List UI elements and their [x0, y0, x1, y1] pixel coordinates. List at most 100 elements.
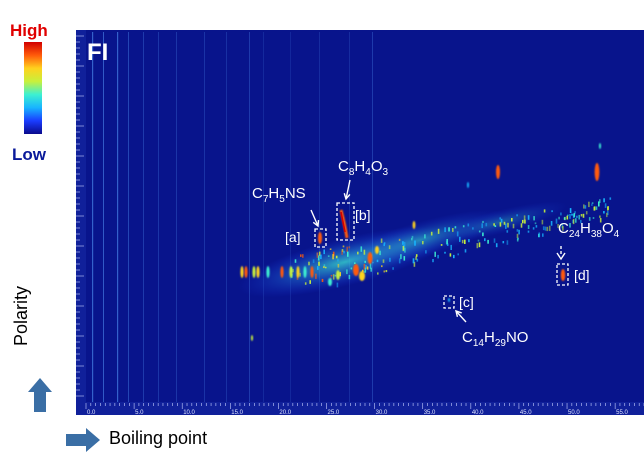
peak-dot	[324, 266, 327, 269]
peak-dot	[551, 210, 553, 213]
peak-dot	[485, 222, 488, 227]
peak-dot	[459, 236, 461, 242]
peak-dot	[412, 258, 415, 264]
peak-dot	[493, 238, 496, 243]
peak-dot	[452, 228, 454, 232]
peak-dot	[337, 258, 339, 262]
peak-dot	[342, 245, 345, 248]
peak-dot	[434, 251, 436, 257]
vertical-streaks	[92, 32, 373, 402]
peak-dot	[574, 211, 576, 214]
peak-dot	[495, 243, 498, 248]
peak-dot	[389, 257, 391, 262]
formula-text: H	[268, 185, 280, 202]
peak-dot	[440, 244, 443, 246]
formula-text: NS	[284, 185, 306, 202]
peak-label-d: [d]	[574, 267, 590, 283]
peak-dot	[381, 265, 383, 268]
heatmap-background	[76, 30, 644, 415]
column-streak	[372, 32, 373, 402]
formula-text: C	[558, 220, 569, 237]
peak-dot	[584, 205, 587, 209]
peak-dot	[477, 239, 480, 242]
x-tick-label: 40.0	[472, 410, 484, 416]
peak-dot	[392, 267, 394, 270]
peak-spot	[296, 266, 300, 278]
peak-dot	[502, 241, 505, 244]
peak-spot	[412, 221, 416, 229]
peak-dot	[357, 251, 359, 255]
peak-streak-b-core	[340, 211, 346, 233]
peak-dot	[484, 238, 486, 242]
peak-dot	[571, 213, 573, 216]
formula-subscript: 7	[262, 194, 269, 205]
peak-dot	[309, 280, 311, 284]
x-tick-label: 15.0	[231, 410, 243, 416]
peak-dot	[332, 251, 335, 257]
peak-dot	[402, 241, 404, 245]
peak-dot	[599, 215, 601, 218]
peak-dot	[506, 230, 509, 233]
x-tick-label: 0.0	[87, 410, 96, 416]
peak-dot	[339, 272, 341, 277]
peak-dot	[595, 206, 598, 210]
peak-dot	[312, 259, 315, 263]
peak-dot	[403, 241, 406, 247]
peak-dot	[404, 247, 406, 253]
peak-dot	[444, 251, 446, 254]
peak-spot	[353, 264, 359, 276]
peak-dot	[341, 249, 344, 252]
peak-dot	[437, 228, 440, 234]
peak-dot	[472, 227, 474, 230]
peak-dot	[585, 211, 588, 215]
peak-dot	[481, 223, 483, 229]
x-tick-label: 25.0	[328, 410, 340, 416]
peak-dot	[517, 237, 519, 240]
peak-dot	[572, 218, 575, 225]
peak-dot	[432, 259, 434, 263]
peak-dot	[383, 270, 386, 273]
peak-dot	[316, 252, 319, 258]
x-tick-label: 50.0	[568, 410, 580, 416]
peak-dot	[503, 221, 506, 225]
peak-dot	[348, 274, 351, 280]
peak-dot	[323, 264, 326, 268]
peak-dot	[593, 206, 596, 211]
peak-dot	[294, 259, 297, 263]
peak-dot	[323, 266, 325, 268]
x-tick-label: 20.0	[279, 410, 291, 416]
formula-subscript: 38	[590, 229, 602, 240]
peak-dot	[415, 256, 417, 260]
peak-spots	[238, 143, 612, 341]
peak-dot	[370, 267, 372, 272]
peak-dot	[476, 243, 479, 249]
formula-text: C	[252, 185, 263, 202]
peak-dot	[538, 232, 541, 238]
peak-dot	[592, 217, 595, 219]
peak-dot	[560, 212, 562, 216]
formula-label-d: C24H38O4	[558, 221, 619, 240]
peak-spot	[375, 246, 379, 254]
peak-dot	[603, 211, 605, 214]
peak-spot	[251, 335, 253, 341]
peak-dot	[550, 221, 553, 226]
peak-dot	[383, 242, 386, 245]
box-c	[443, 295, 455, 309]
peak-dot	[388, 245, 391, 250]
peak-dot	[334, 274, 337, 277]
peak-dot	[450, 244, 452, 250]
column-streak	[158, 32, 159, 402]
peak-dot	[292, 268, 294, 273]
box-b	[336, 202, 355, 241]
peak-dot	[468, 239, 470, 243]
arrow-c-line	[455, 310, 467, 323]
peak-spot	[467, 182, 469, 188]
peak-dot	[446, 243, 449, 246]
x-tick-label: 10.0	[183, 410, 195, 416]
peak-dot	[444, 227, 446, 233]
peak-dot	[494, 225, 497, 227]
peak-dot	[398, 238, 401, 241]
arrow-b-head	[343, 193, 351, 201]
peak-dot	[422, 241, 424, 245]
